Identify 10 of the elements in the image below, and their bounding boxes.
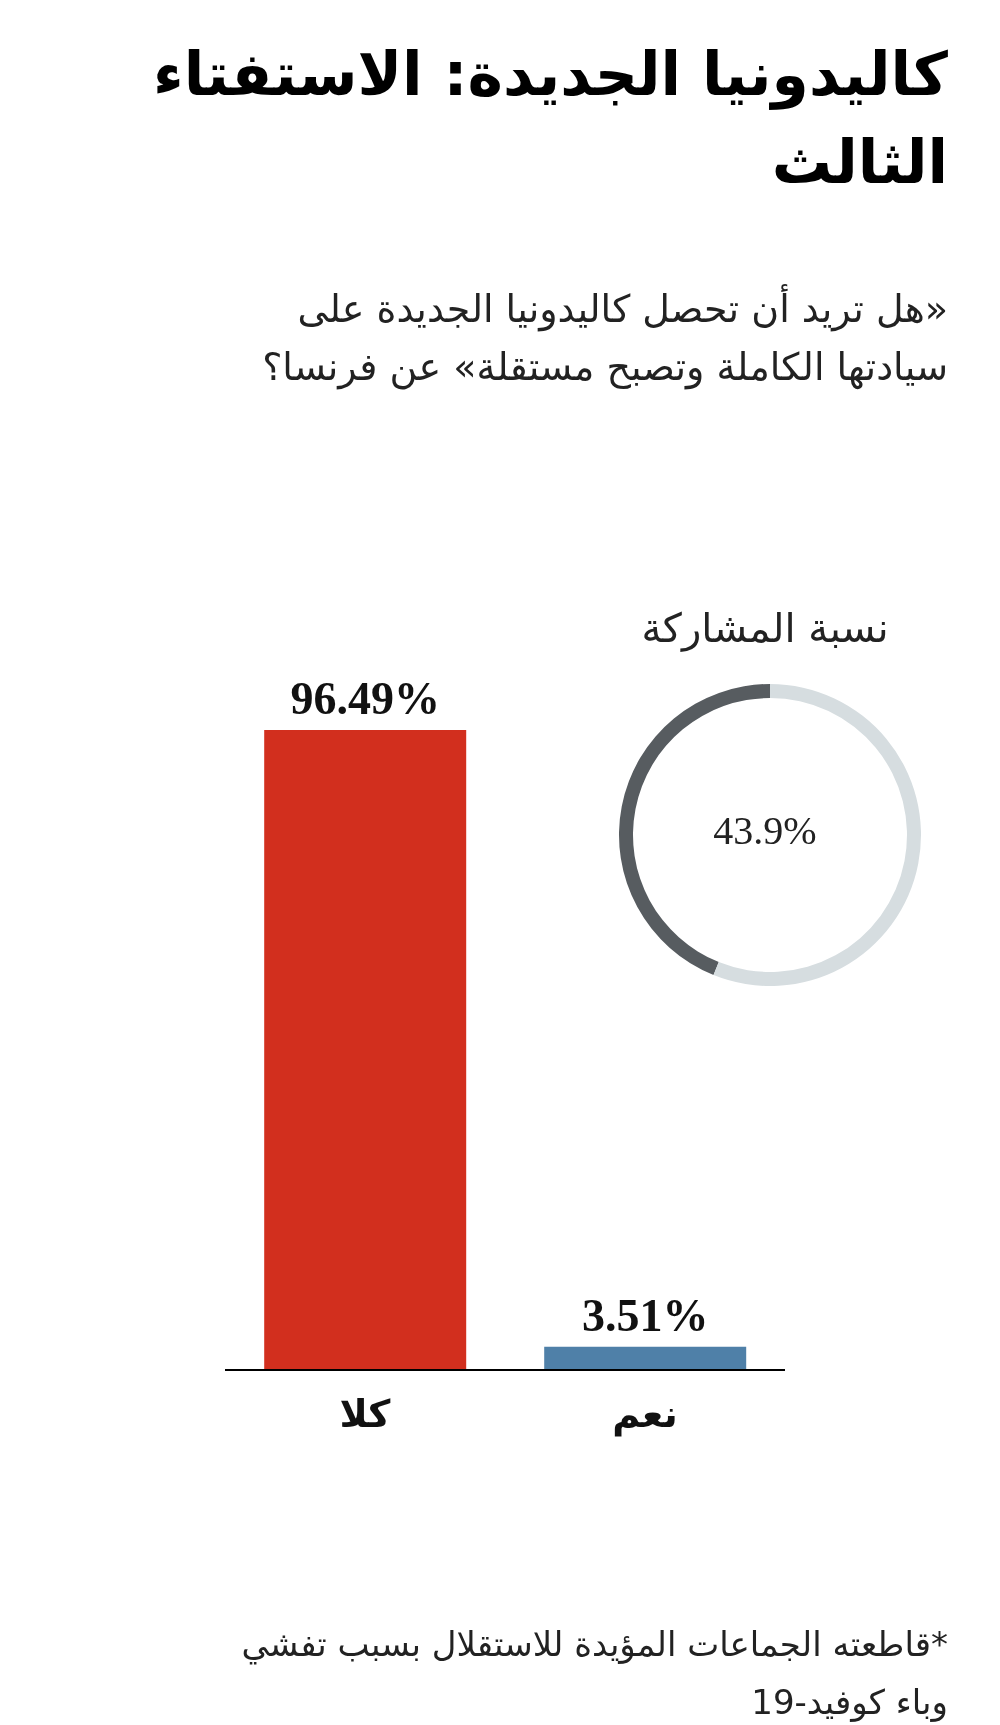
x-tick-label: نعم [612,1391,678,1437]
data-label: 43.9% [713,807,817,853]
chart-title: نسبة المشاركة [640,604,890,654]
text: *قاطعته الجماعات المؤيدة للاستقلال بسبب تفشي وباء كوفيد-19 [240,1623,948,1724]
x-tick-label: كلا [339,1391,392,1436]
chart-subtitle: «هل تريد أن تحصل كاليدونيا الجديدة على سيادتها الكاملة وتصبح مستقلة» عن فرنسا؟ [261,283,948,392]
donut-slice [713,684,921,986]
data-label: 3.51% [581,1289,709,1341]
data-label: 96.49% [290,673,440,724]
chart-title: كاليدونيا الجديدة: الاستفتاء الثالث [152,38,948,199]
